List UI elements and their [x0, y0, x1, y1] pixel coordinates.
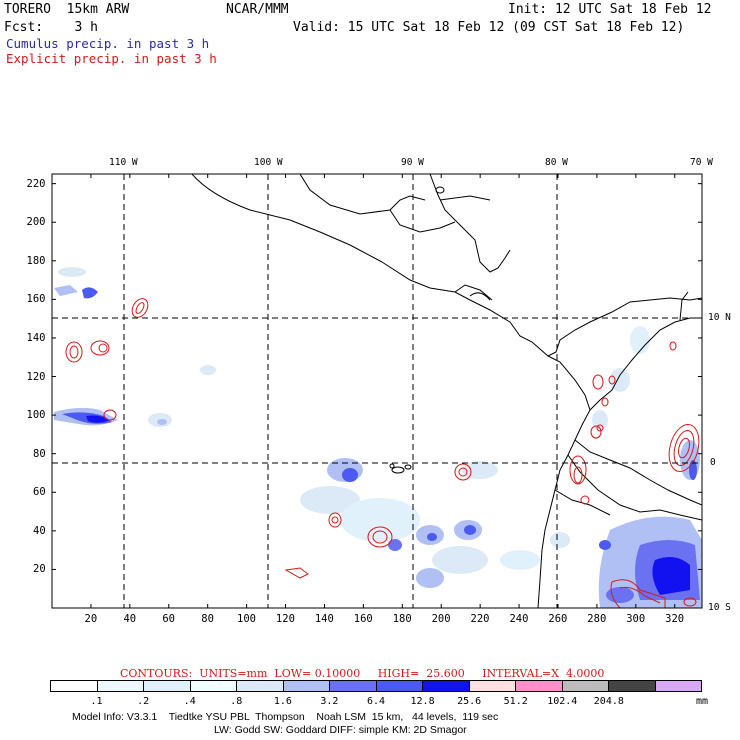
x-tick-label: 220 — [470, 613, 490, 625]
explicit-precip-contours — [65, 298, 700, 608]
colorbar-label: 3.2 — [320, 696, 339, 707]
colorbar-label: 25.6 — [457, 696, 482, 707]
colorbar-label: .4 — [183, 696, 196, 707]
y-tick-label: 140 — [26, 331, 46, 344]
colorbar-unit: mm — [696, 696, 709, 707]
colorbar-label: 102.4 — [547, 696, 578, 707]
lat-label-10s: 10 S — [708, 602, 731, 613]
colorbar-swatch — [423, 681, 470, 691]
colorbar-label: 6.4 — [366, 696, 386, 707]
y-tick-label: 40 — [33, 524, 46, 537]
x-tick-label: 20 — [84, 613, 98, 625]
y-tick-label: 120 — [26, 370, 46, 383]
colorbar-swatch — [376, 681, 423, 691]
x-tick-label: 160 — [353, 613, 373, 625]
lat-label-equator: 0 — [710, 457, 716, 468]
x-tick-label: 280 — [587, 613, 607, 625]
x-tick-label: 100 — [237, 613, 256, 625]
y-tick-label: 220 — [26, 177, 46, 190]
y-tick-label: 180 — [26, 254, 46, 267]
valid-time: Valid: 15 UTC Sat 18 Feb 12 (09 CST Sat … — [293, 20, 685, 35]
axis-ticks — [52, 174, 702, 608]
map-frame — [51, 173, 703, 609]
y-tick-label: 60 — [33, 486, 46, 499]
organization: NCAR/MMM — [226, 2, 289, 17]
y-tick-label: 200 — [26, 216, 46, 229]
y-tick-label: 20 — [33, 563, 46, 576]
forecast-hour: Fcst: 3 h — [4, 20, 98, 35]
x-tick-label: 180 — [392, 613, 412, 625]
x-tick-label: 320 — [665, 613, 685, 625]
x-tick-label: 260 — [548, 613, 568, 625]
init-time: Init: 12 UTC Sat 18 Feb 12 — [508, 2, 712, 17]
colorbar-label: 1.6 — [273, 696, 292, 707]
coastlines — [191, 174, 702, 608]
colorbar-swatch — [97, 681, 144, 691]
lon-label-100w: 100 W — [254, 157, 283, 168]
x-tick-label: 140 — [314, 613, 334, 625]
graticule — [52, 174, 702, 608]
x-tick-label: 60 — [162, 613, 176, 625]
colorbar-swatch — [144, 681, 191, 691]
y-tick-label: 100 — [26, 409, 46, 422]
cumulus-precip-shading — [54, 267, 702, 608]
lat-label-10n: 10 N — [708, 312, 731, 323]
colorbar-label: 51.2 — [503, 696, 528, 707]
colorbar-label: .8 — [230, 696, 243, 707]
model-info-line2: LW: Godd SW: Goddard DIFF: simple KM: 2D… — [214, 724, 467, 736]
precip-colorbar — [50, 680, 702, 692]
colorbar-label: 12.8 — [410, 696, 435, 707]
lon-label-110w: 110 W — [109, 157, 138, 168]
model-info-line1: Model Info: V3.3.1 Tiedtke YSU PBL Thomp… — [72, 711, 499, 723]
x-tick-label: 80 — [201, 613, 214, 625]
colorbar-swatch — [562, 681, 609, 691]
colorbar-swatch — [330, 681, 377, 691]
colorbar-label: .1 — [90, 696, 103, 707]
colorbar-swatch — [655, 681, 701, 691]
colorbar-swatch — [516, 681, 563, 691]
lon-label-80w: 80 W — [545, 157, 568, 168]
y-tick-label: 80 — [33, 447, 46, 460]
lon-label-70w: 70 W — [690, 157, 713, 168]
colorbar-swatch — [51, 681, 98, 691]
colorbar-swatch — [190, 681, 237, 691]
colorbar-swatch — [237, 681, 284, 691]
colorbar-swatch — [283, 681, 330, 691]
colorbar-label: 204.8 — [593, 696, 624, 707]
x-tick-label: 300 — [626, 613, 646, 625]
x-tick-label: 240 — [509, 613, 529, 625]
x-tick-label: 120 — [275, 613, 295, 625]
contour-info: CONTOURS: UNITS=mm LOW= 0.10000 HIGH= 25… — [120, 667, 605, 680]
colorbar-swatch — [609, 681, 656, 691]
x-tick-label: 40 — [123, 613, 137, 625]
y-tick-label: 160 — [26, 293, 46, 306]
model-name: TORERO 15km ARW — [4, 2, 130, 17]
cumulus-field-label: Cumulus precip. in past 3 h — [6, 36, 210, 51]
lon-label-90w: 90 W — [401, 157, 424, 168]
explicit-field-label: Explicit precip. in past 3 h — [6, 51, 217, 66]
x-tick-label: 200 — [431, 613, 451, 625]
colorbar-swatch — [469, 681, 516, 691]
colorbar-label: .2 — [137, 696, 150, 707]
